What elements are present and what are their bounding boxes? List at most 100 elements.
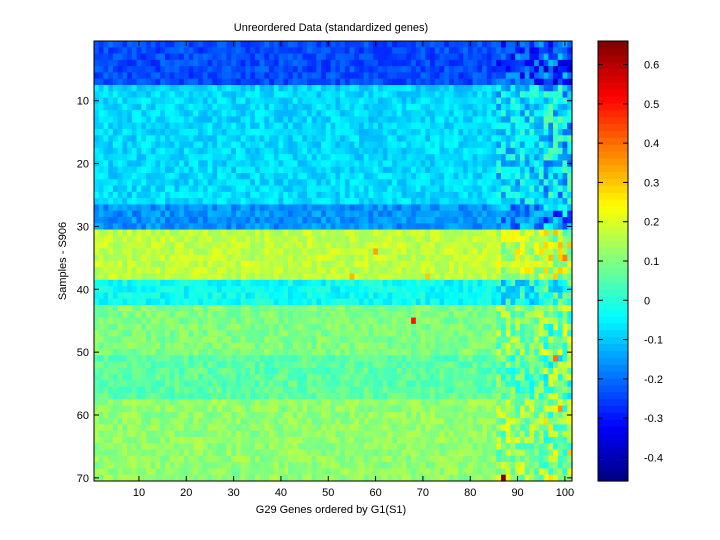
heatmap-cell	[264, 59, 270, 67]
heatmap-cell	[273, 185, 280, 193]
heatmap-cell	[283, 323, 289, 331]
heatmap-cell	[217, 185, 223, 193]
heatmap-cell	[297, 254, 303, 262]
heatmap-cell	[316, 147, 322, 155]
heatmap-cell	[340, 305, 346, 312]
heatmap-cell	[311, 173, 318, 180]
heatmap-cell	[496, 223, 502, 231]
heatmap-cell	[254, 204, 261, 212]
heatmap-cell	[510, 72, 516, 80]
heatmap-cell	[359, 323, 365, 331]
heatmap-cell	[169, 66, 176, 74]
heatmap-cell	[453, 110, 460, 118]
heatmap-cell	[278, 323, 284, 331]
heatmap-cell	[264, 91, 270, 99]
heatmap-cell	[439, 103, 445, 111]
heatmap-cell	[297, 141, 303, 149]
heatmap-cell	[472, 59, 478, 67]
heatmap-cell	[392, 41, 398, 48]
heatmap-cell	[467, 330, 474, 338]
heatmap-cell	[122, 166, 128, 174]
heatmap-cell	[557, 254, 564, 262]
heatmap-cell	[434, 173, 441, 180]
heatmap-cell	[448, 217, 455, 224]
heatmap-cell	[458, 122, 464, 130]
heatmap-cell	[122, 298, 128, 306]
heatmap-cell	[179, 129, 185, 136]
heatmap-cell	[146, 223, 152, 231]
heatmap-cell	[325, 286, 332, 294]
heatmap-cell	[434, 292, 441, 300]
heatmap-cell	[226, 122, 232, 130]
heatmap-cell	[377, 179, 384, 187]
heatmap-cell	[108, 349, 114, 356]
heatmap-cell	[335, 242, 341, 250]
heatmap-cell	[297, 317, 303, 325]
heatmap-cell	[567, 59, 573, 67]
heatmap-cell	[150, 242, 157, 250]
heatmap-cell	[141, 342, 147, 350]
heatmap-cell	[155, 59, 161, 67]
heatmap-cell	[160, 66, 166, 74]
heatmap-cell	[406, 267, 412, 275]
heatmap-cell	[306, 330, 313, 338]
heatmap-cell	[439, 191, 445, 199]
heatmap-cell	[368, 254, 374, 262]
heatmap-cell	[382, 305, 389, 312]
heatmap-cell	[169, 229, 176, 237]
heatmap-cell	[259, 204, 265, 212]
heatmap-cell	[534, 103, 540, 111]
heatmap-cell	[297, 110, 303, 118]
heatmap-cell	[567, 141, 573, 149]
heatmap-cell	[117, 342, 123, 350]
heatmap-cell	[183, 273, 190, 281]
heatmap-cell	[458, 97, 464, 105]
heatmap-cell	[321, 273, 327, 281]
heatmap-cell	[155, 204, 161, 212]
heatmap-cell	[373, 85, 379, 92]
heatmap-cell	[534, 330, 540, 338]
heatmap-cell	[472, 53, 478, 61]
heatmap-cell	[415, 261, 422, 268]
heatmap-cell	[562, 72, 568, 80]
heatmap-cell	[302, 235, 308, 243]
heatmap-cell	[486, 311, 493, 319]
heatmap-cell	[359, 217, 365, 224]
heatmap-cell	[245, 59, 251, 67]
heatmap-cell	[160, 85, 166, 92]
heatmap-cell	[254, 97, 261, 105]
heatmap-cell	[188, 248, 194, 256]
heatmap-cell	[411, 217, 417, 224]
heatmap-cell	[368, 166, 374, 174]
heatmap-cell	[146, 160, 152, 168]
heatmap-cell	[387, 292, 393, 300]
heatmap-cell	[430, 298, 436, 306]
heatmap-cell	[179, 166, 185, 174]
heatmap-cell	[240, 204, 247, 212]
heatmap-cell	[401, 110, 407, 118]
heatmap-cell	[254, 53, 261, 61]
heatmap-cell	[202, 191, 209, 199]
heatmap-cell	[534, 298, 540, 306]
heatmap-cell	[325, 141, 332, 149]
heatmap-cell	[354, 141, 360, 149]
heatmap-cell	[557, 53, 564, 61]
heatmap-cell	[415, 66, 422, 74]
heatmap-cell	[306, 72, 313, 80]
heatmap-cell	[548, 116, 554, 124]
heatmap-cell	[306, 173, 313, 180]
heatmap-cell	[434, 217, 441, 224]
heatmap-cell	[269, 173, 275, 180]
heatmap-cell	[235, 47, 242, 55]
heatmap-cell	[344, 235, 351, 243]
heatmap-cell	[415, 160, 422, 168]
heatmap-cell	[221, 261, 228, 268]
heatmap-cell	[202, 305, 209, 312]
heatmap-cell	[420, 97, 426, 105]
heatmap-cell	[368, 330, 374, 338]
heatmap-cell	[283, 198, 289, 206]
heatmap-cell	[444, 330, 450, 338]
heatmap-cell	[505, 147, 512, 155]
heatmap-cell	[155, 129, 161, 136]
